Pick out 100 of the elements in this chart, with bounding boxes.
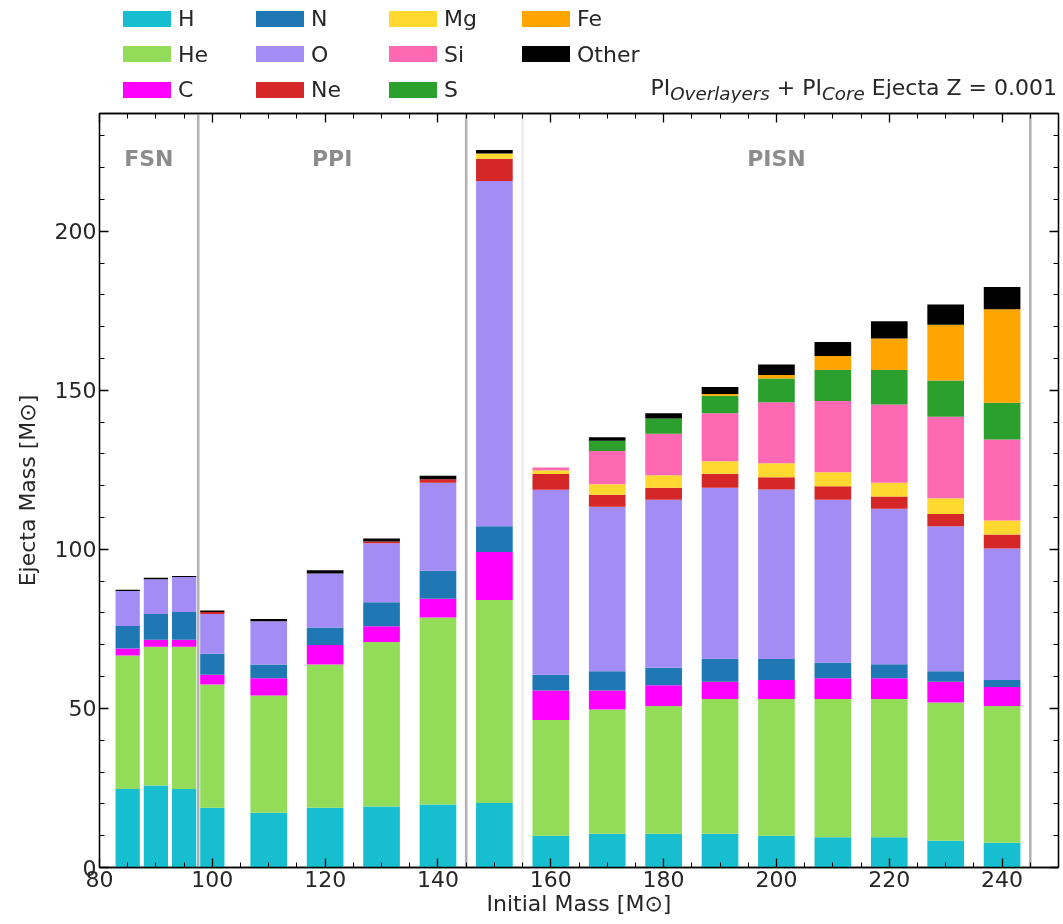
bar xyxy=(870,664,908,679)
bar xyxy=(532,835,570,868)
bar xyxy=(758,402,795,464)
bar xyxy=(306,664,344,808)
bar xyxy=(588,671,626,691)
bar xyxy=(758,463,795,478)
y-tick-label: 200 xyxy=(54,219,97,245)
bar xyxy=(870,496,908,509)
y-axis-title: Ejecta Mass [M⊙] xyxy=(14,394,40,587)
bar xyxy=(814,401,852,473)
bar xyxy=(645,833,682,868)
bar xyxy=(927,681,965,703)
legend-label: O xyxy=(311,40,329,69)
x-tick-label: 200 xyxy=(755,866,798,892)
annotation: PISN xyxy=(747,146,806,172)
legend-label: Fe xyxy=(577,5,602,34)
bar xyxy=(701,833,739,868)
bar xyxy=(870,678,908,699)
bar xyxy=(250,621,288,665)
x-tick-label: 180 xyxy=(642,866,685,892)
bar xyxy=(927,702,965,841)
bar xyxy=(870,338,908,370)
x-axis-title: Initial Mass [M⊙] xyxy=(486,890,672,916)
bar xyxy=(814,486,852,500)
bar xyxy=(814,341,852,356)
bar xyxy=(476,802,513,868)
bar xyxy=(701,698,739,834)
bar xyxy=(983,705,1021,843)
bar xyxy=(476,153,513,159)
x-tick-label: 100 xyxy=(191,866,234,892)
bar xyxy=(758,698,795,836)
bar xyxy=(306,573,344,628)
bar xyxy=(306,807,344,868)
bar xyxy=(419,617,457,805)
bar xyxy=(983,842,1021,868)
bar xyxy=(701,658,739,682)
bar xyxy=(476,150,513,154)
bar xyxy=(701,395,739,414)
bar xyxy=(250,619,288,622)
bar xyxy=(983,534,1021,549)
bar xyxy=(983,439,1021,521)
bar xyxy=(814,698,852,838)
bar xyxy=(701,487,739,659)
bar xyxy=(532,489,570,675)
bar xyxy=(870,837,908,868)
y-tick-label: 50 xyxy=(68,696,97,722)
bar xyxy=(645,418,682,434)
bar xyxy=(588,833,626,868)
legend-label: Other xyxy=(577,40,640,69)
bar xyxy=(363,602,400,627)
bar xyxy=(363,641,400,807)
bar xyxy=(588,494,626,507)
bar xyxy=(588,451,626,485)
bar xyxy=(870,482,908,497)
bar xyxy=(814,369,852,402)
bar xyxy=(532,674,570,691)
bar xyxy=(814,662,852,679)
bar xyxy=(758,659,795,681)
bar xyxy=(758,680,795,699)
bar xyxy=(306,645,344,665)
bar xyxy=(419,598,457,618)
bar xyxy=(927,380,965,417)
bar xyxy=(645,499,682,668)
legend-label: H xyxy=(178,5,195,34)
bar xyxy=(927,526,965,672)
bar xyxy=(532,473,570,490)
chart-title: PI$_{Overlayers}$ + PI$_{Core}$ Ejecta Z = 0.001 xyxy=(650,74,1057,107)
bar xyxy=(532,719,570,836)
bar xyxy=(645,487,682,500)
bar xyxy=(476,526,513,552)
y-tick-label: 100 xyxy=(54,537,97,563)
bar xyxy=(250,678,288,696)
bar xyxy=(645,413,682,419)
bar xyxy=(701,461,739,474)
bar xyxy=(701,387,739,395)
bar xyxy=(476,180,513,527)
bar xyxy=(645,433,682,476)
bar xyxy=(758,477,795,490)
bar xyxy=(306,570,344,574)
annotation: PPI xyxy=(311,146,353,172)
x-tick-label: 160 xyxy=(529,866,572,892)
bar xyxy=(927,324,965,381)
legend-label: S xyxy=(444,76,458,105)
bar xyxy=(701,413,739,462)
bar xyxy=(363,806,400,868)
bar xyxy=(927,840,965,868)
legend-label: He xyxy=(178,40,209,69)
bar xyxy=(476,551,513,600)
legend-label: C xyxy=(178,76,194,105)
bar xyxy=(983,402,1021,440)
bar xyxy=(814,678,852,699)
bar xyxy=(701,681,739,699)
bar xyxy=(927,498,965,515)
bar xyxy=(927,416,965,499)
bar xyxy=(588,709,626,834)
bar xyxy=(983,687,1021,706)
bar xyxy=(758,364,795,376)
annotation: FSN xyxy=(124,146,174,172)
bar xyxy=(250,695,288,813)
bar xyxy=(419,482,457,571)
